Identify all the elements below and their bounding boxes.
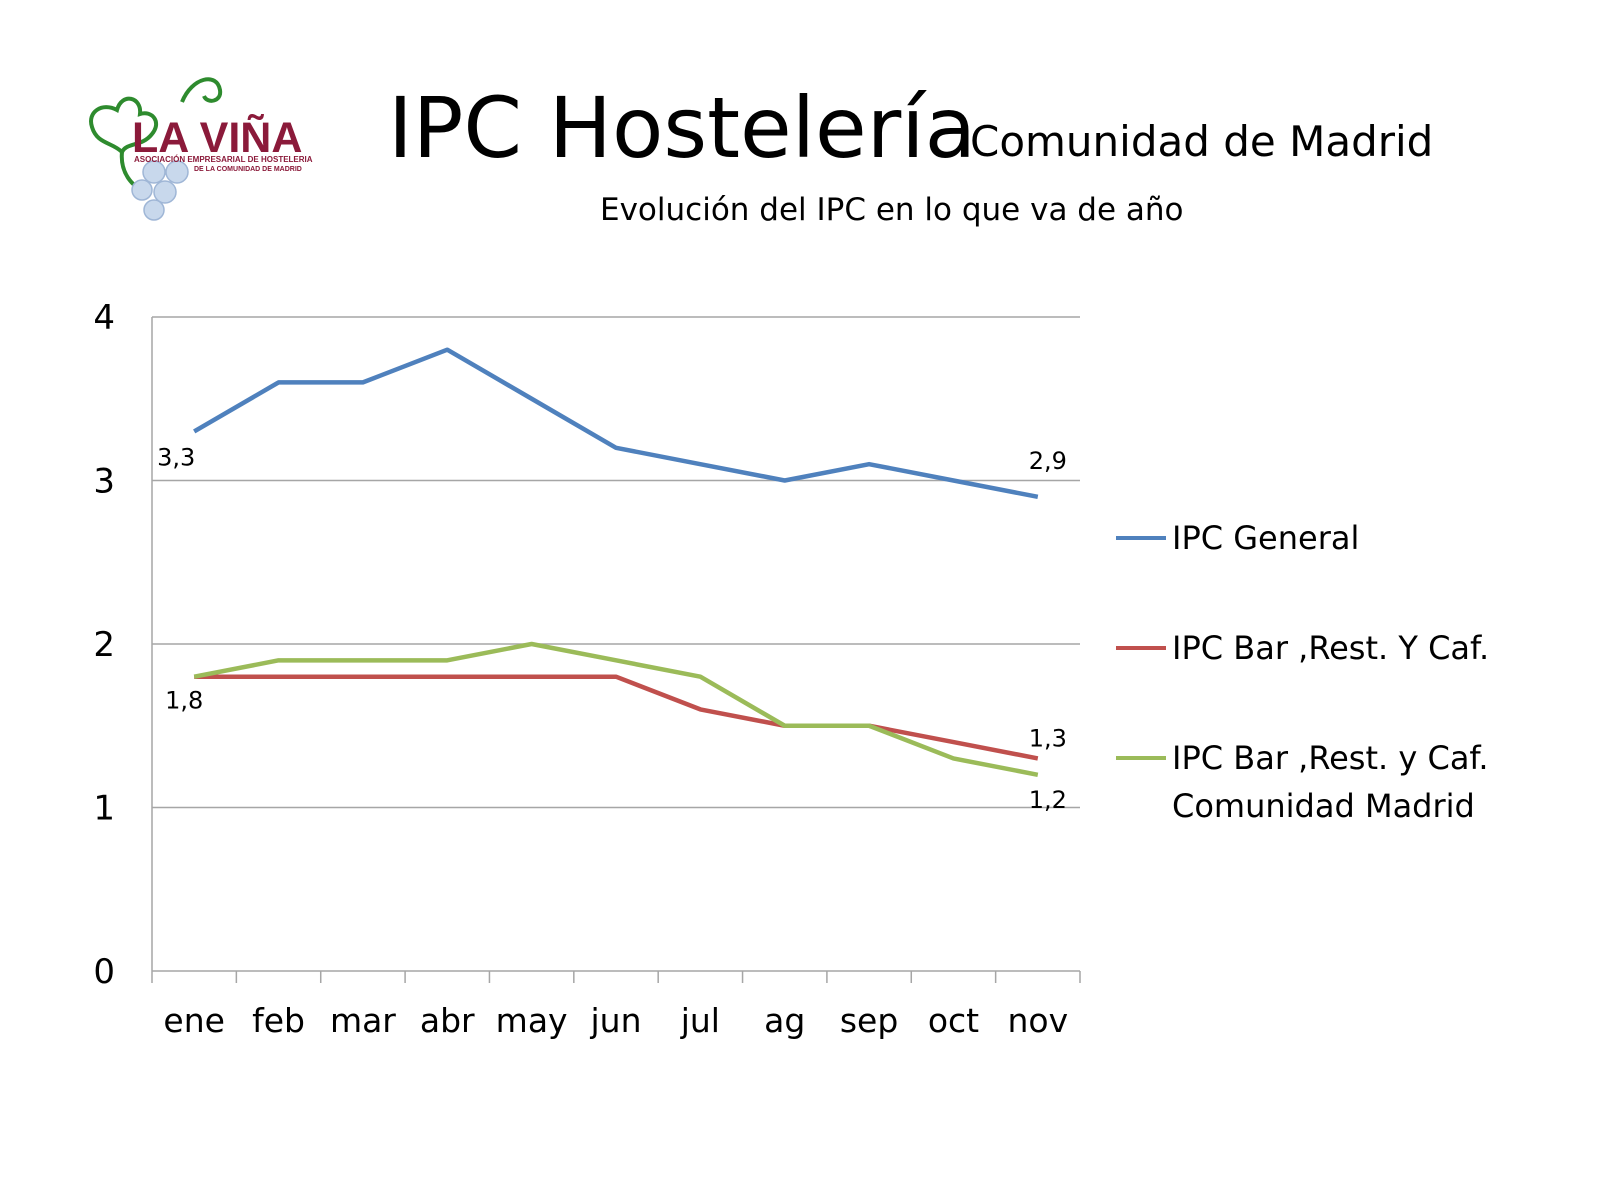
legend-swatch xyxy=(1116,536,1166,540)
y-tick-label: 1 xyxy=(93,789,115,829)
logo-line1: ASOCIACIÓN EMPRESARIAL DE HOSTELERIA xyxy=(134,155,313,164)
data-label: 1,3 xyxy=(1029,724,1067,752)
page-title: IPC Hostelería xyxy=(388,79,977,177)
legend-label: IPC Bar ,Rest. y Caf. Comunidad Madrid xyxy=(1172,739,1489,825)
series-line-2 xyxy=(193,641,1039,778)
x-tick-label: ene xyxy=(163,1001,225,1040)
y-tick-label: 3 xyxy=(93,462,115,502)
la-vina-logo: LA VIÑA ASOCIACIÓN EMPRESARIAL DE HOSTEL… xyxy=(89,77,313,221)
x-tick-label: ag xyxy=(764,1001,805,1040)
legend-label: IPC General xyxy=(1172,519,1360,557)
legend-swatch xyxy=(1116,646,1166,650)
data-label: 1,2 xyxy=(1029,786,1067,814)
logo-line2: DE LA COMUNIDAD DE MADRID xyxy=(194,166,302,173)
x-tick-label: sep xyxy=(840,1001,898,1040)
x-tick-label: feb xyxy=(252,1001,305,1040)
data-label: 1,8 xyxy=(165,687,203,715)
vine-leaf-icon xyxy=(89,96,159,156)
y-tick-label: 0 xyxy=(93,952,115,992)
legend-label: IPC Bar ,Rest. Y Caf. xyxy=(1172,629,1490,667)
logo-name: LA VIÑA xyxy=(132,114,302,162)
legend-item-ipc-bar-madrid: IPC Bar ,Rest. y Caf. Comunidad Madrid xyxy=(1116,734,1502,830)
x-tick-label: oct xyxy=(928,1001,979,1040)
y-tick-label: 2 xyxy=(93,625,115,665)
series-line-1 xyxy=(194,674,1039,761)
data-label: 2,9 xyxy=(1029,447,1067,475)
x-tick-label: abr xyxy=(420,1001,475,1040)
legend-item-ipc-bar: IPC Bar ,Rest. Y Caf. xyxy=(1116,624,1502,672)
legend-swatch xyxy=(1116,756,1166,760)
grapes-icon xyxy=(131,160,189,221)
x-tick-label: mar xyxy=(330,1001,396,1040)
legend-item-ipc-general: IPC General xyxy=(1116,514,1502,562)
x-tick-label: may xyxy=(496,1001,568,1040)
x-tick-label: nov xyxy=(1007,1001,1068,1040)
data-label: 3,3 xyxy=(157,443,195,471)
page-title-region: Comunidad de Madrid xyxy=(970,117,1434,166)
x-tick-label: jun xyxy=(590,1001,642,1040)
series-line-0 xyxy=(193,347,1039,500)
chart-subtitle: Evolución del IPC en lo que va de año xyxy=(600,192,1184,228)
x-tick-label: jul xyxy=(680,1001,720,1040)
y-tick-label: 4 xyxy=(93,298,115,338)
